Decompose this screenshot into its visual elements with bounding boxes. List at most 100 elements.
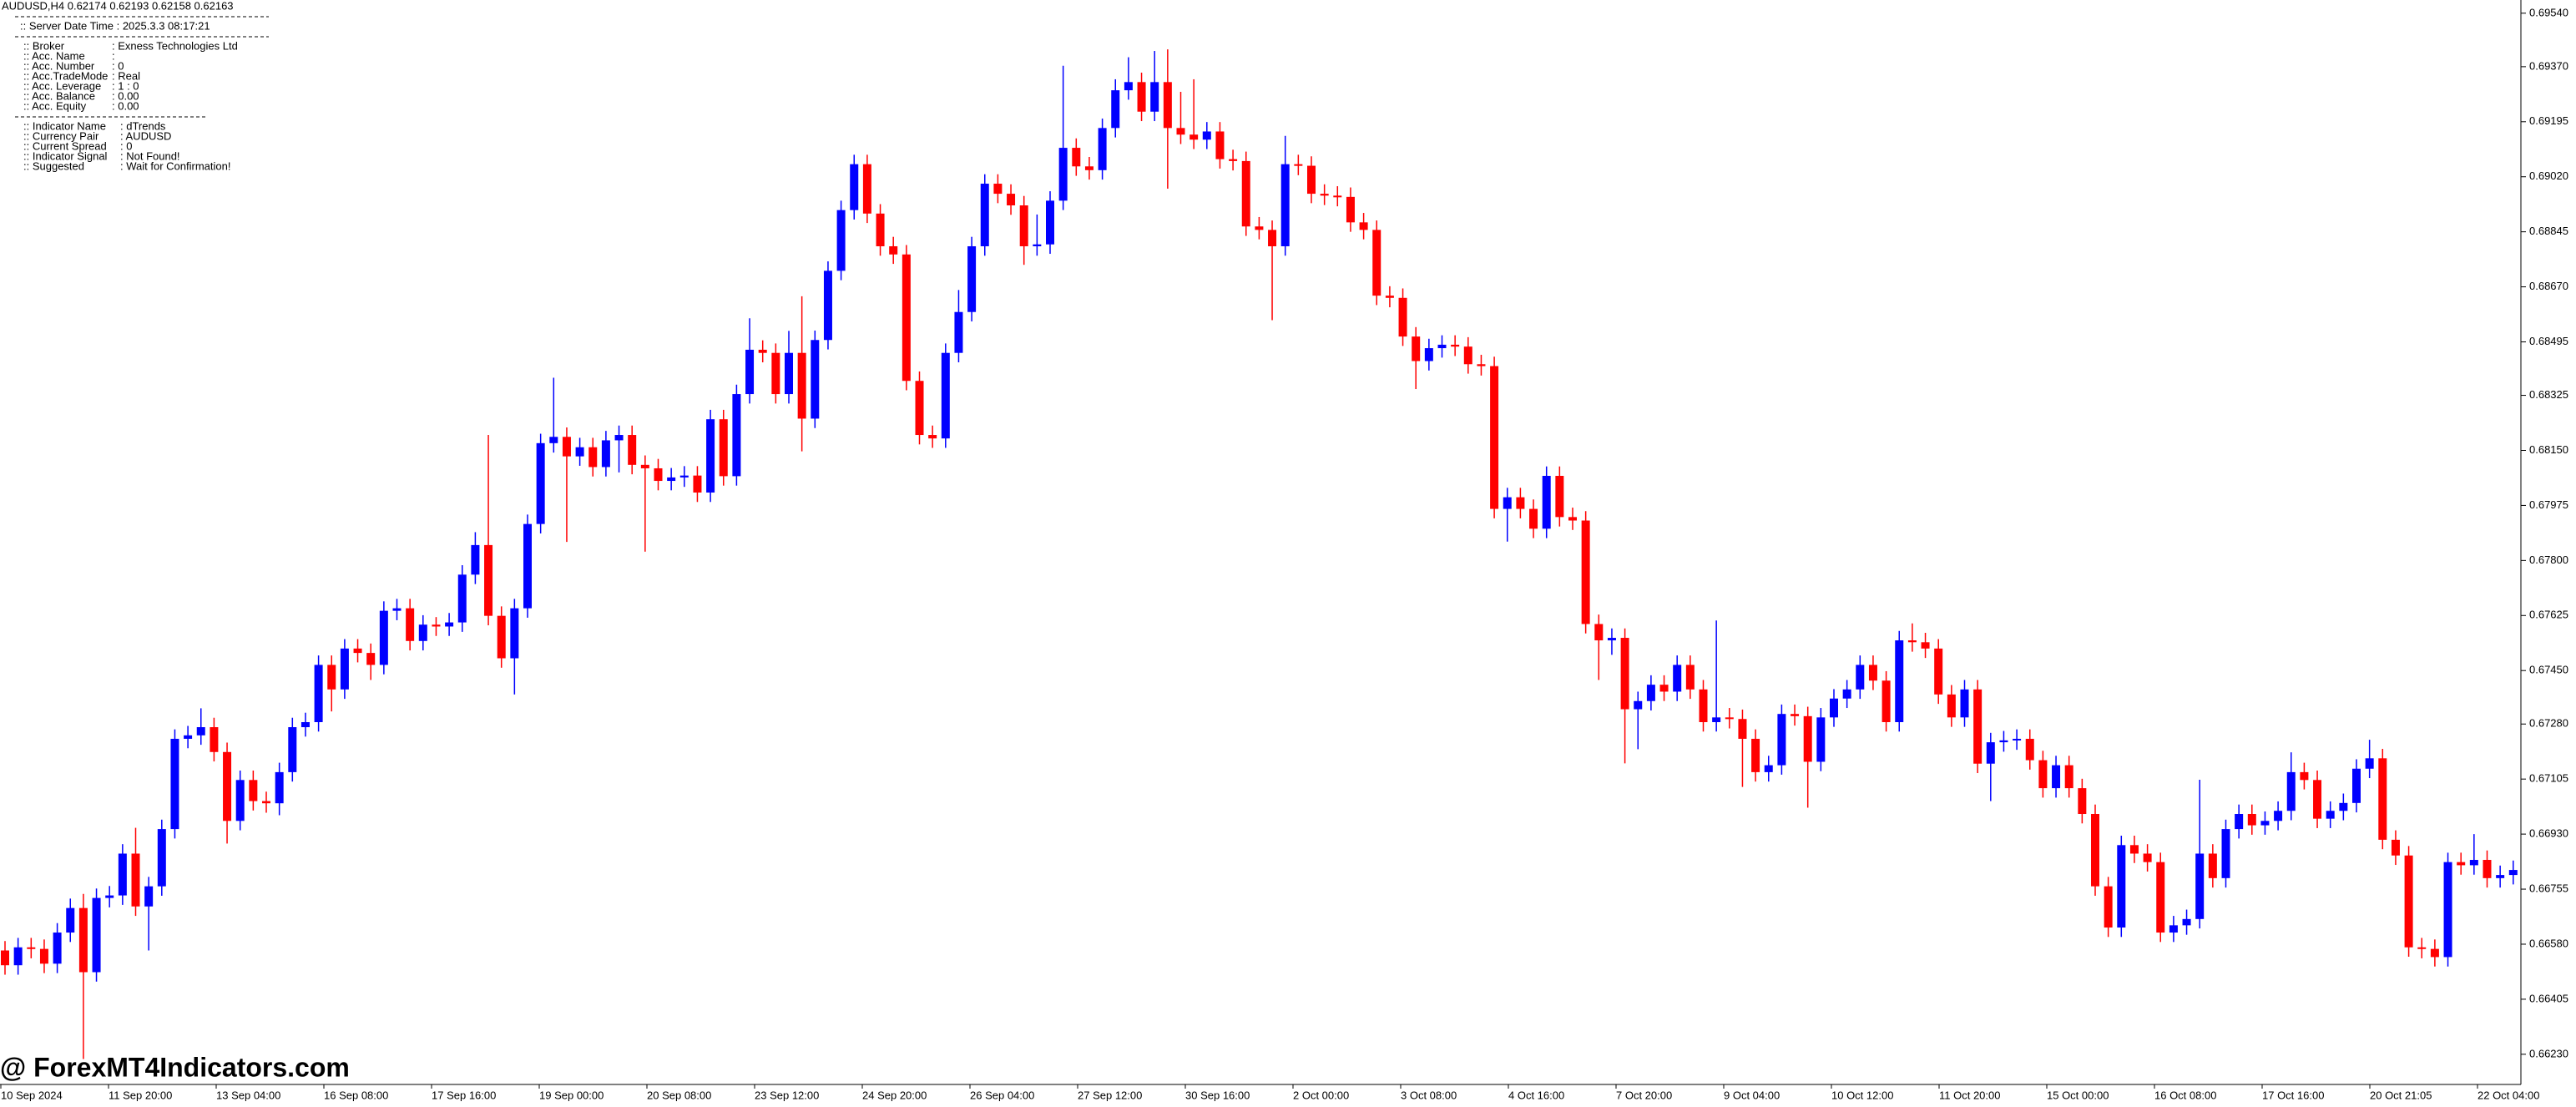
candle-body (2469, 860, 2478, 866)
candle-body (1046, 200, 1054, 245)
candle-body (1007, 194, 1016, 206)
candle-body (2300, 771, 2309, 781)
candle-body (2391, 839, 2400, 856)
indicator-label: :: Indicator Name (23, 119, 106, 132)
candle-body (105, 895, 114, 898)
info-label: :: Broker (23, 39, 65, 52)
y-tick-label: 0.66580 (2529, 937, 2568, 949)
candle-body (118, 853, 127, 896)
candle-body (249, 780, 258, 801)
candle-body (1307, 165, 1316, 195)
candle-body (327, 665, 336, 690)
candle-body (1999, 740, 2008, 743)
x-tick-label: 2 Oct 00:00 (1293, 1089, 1349, 1101)
candle-body (1764, 765, 1773, 772)
candle-body (2483, 860, 2492, 878)
y-tick-label: 0.68495 (2529, 335, 2568, 347)
x-tick-label: 7 Oct 20:00 (1616, 1089, 1672, 1101)
candle-body (1868, 665, 1877, 681)
candle-body (1424, 348, 1433, 361)
candle-body (811, 340, 820, 419)
candle-body (510, 608, 519, 659)
x-tick-label: 30 Sep 16:00 (1185, 1089, 1250, 1101)
symbol-line: AUDUSD,H4 0.62174 0.62193 0.62158 0.6216… (2, 0, 234, 12)
candle-body (1594, 624, 1604, 641)
candle-body (2013, 738, 2022, 741)
x-tick-label: 16 Sep 08:00 (324, 1089, 388, 1101)
candle-body (823, 270, 832, 341)
candle-body (1881, 680, 1891, 722)
candle-body (1503, 497, 1512, 509)
candle-body (980, 184, 989, 246)
candle-body (1477, 364, 1486, 366)
candle-body (2260, 821, 2270, 826)
candle-body (667, 477, 676, 482)
candle-body (2038, 760, 2048, 789)
candle-body (1084, 166, 1094, 170)
candle-body (1412, 336, 1421, 361)
candle-body (1712, 717, 1721, 722)
candle-body (457, 574, 467, 623)
candle-body (1176, 128, 1185, 135)
candle-body (2508, 870, 2518, 876)
candle-body (1777, 714, 1786, 766)
candle-body (889, 245, 898, 255)
candle-body (1451, 344, 1460, 347)
x-tick-label: 3 Oct 08:00 (1401, 1089, 1457, 1101)
candle-body (2326, 811, 2335, 819)
x-tick-label: 20 Sep 08:00 (647, 1089, 711, 1101)
candle-body (497, 615, 506, 659)
server-time: :: Server Date Time : 2025.3.3 08:17:21 (20, 19, 210, 32)
candle-body (1163, 82, 1172, 129)
candle-body (785, 352, 793, 395)
x-tick-label: 4 Oct 16:00 (1508, 1089, 1564, 1101)
candle-body (1372, 230, 1381, 296)
y-tick-label: 0.69195 (2529, 114, 2568, 127)
candle-body (797, 352, 806, 419)
x-tick-label: 10 Sep 2024 (1, 1089, 63, 1101)
candle-body (2247, 814, 2256, 826)
candle-body (876, 213, 885, 246)
y-tick-label: 0.67625 (2529, 609, 2568, 621)
candle-body (2417, 947, 2427, 949)
candle-body (1359, 222, 1368, 230)
candle-body (993, 184, 1003, 195)
candle-body (196, 727, 205, 735)
candle-body (353, 648, 362, 654)
candle-body (1986, 742, 1995, 764)
candle-body (693, 475, 702, 493)
indicator-value: : 0 (120, 139, 132, 152)
candle-body (1111, 90, 1120, 129)
x-tick-label: 17 Oct 16:00 (2262, 1089, 2324, 1101)
candle-body (366, 653, 376, 665)
candle-body (78, 907, 88, 973)
indicator-value: : Not Found! (120, 149, 180, 162)
candle-body (836, 210, 846, 271)
candle-body (654, 468, 663, 482)
candle-body (549, 437, 558, 443)
indicator-label: :: Suggested (23, 159, 84, 172)
candle-body (2352, 768, 2361, 803)
candle-body (732, 394, 741, 477)
candle-body (915, 381, 924, 436)
candle-body (2025, 738, 2034, 761)
candle-body (2064, 765, 2073, 789)
candle-body (2078, 788, 2087, 815)
candle-body (1581, 520, 1590, 624)
candle-body (1634, 700, 1643, 710)
x-tick-label: 27 Sep 12:00 (1078, 1089, 1142, 1101)
candle-body (1856, 665, 1865, 690)
x-tick-label: 20 Oct 21:05 (2370, 1089, 2432, 1101)
candle-body (2117, 845, 2126, 928)
candle-body (1268, 230, 1277, 246)
candle-body (2208, 853, 2217, 878)
candle-body (640, 464, 649, 468)
candle-body (1124, 82, 1133, 91)
info-value: : 0 (112, 59, 124, 72)
y-tick-label: 0.68150 (2529, 443, 2568, 456)
info-label: :: Acc. Balance (23, 89, 95, 102)
candle-body (758, 349, 767, 353)
candle-body (1280, 164, 1290, 246)
y-tick-label: 0.69370 (2529, 59, 2568, 72)
